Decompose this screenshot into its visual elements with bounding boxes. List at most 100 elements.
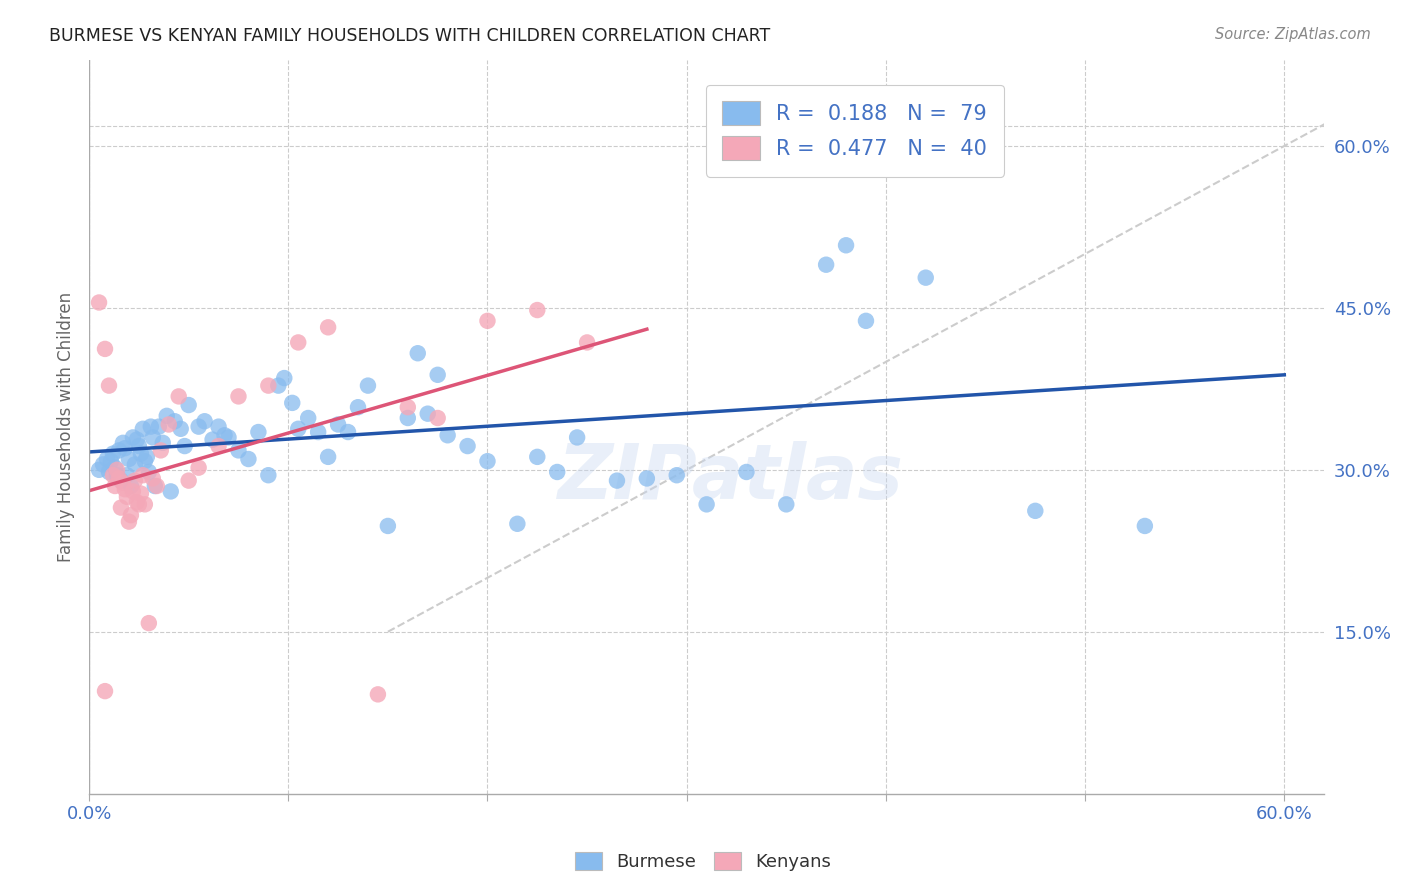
Point bbox=[110, 474, 132, 488]
Point bbox=[125, 495, 148, 509]
Point bbox=[187, 419, 209, 434]
Point bbox=[194, 414, 217, 428]
Point bbox=[426, 411, 449, 425]
Point bbox=[139, 419, 162, 434]
Point bbox=[506, 516, 529, 531]
Point bbox=[108, 443, 131, 458]
Point bbox=[156, 409, 179, 423]
Point bbox=[173, 439, 195, 453]
Point bbox=[201, 433, 224, 447]
Point bbox=[132, 468, 155, 483]
Point bbox=[118, 515, 141, 529]
Point bbox=[105, 463, 128, 477]
Point bbox=[108, 471, 131, 485]
Point bbox=[170, 422, 193, 436]
Point bbox=[477, 314, 499, 328]
Point bbox=[326, 417, 349, 432]
Point bbox=[396, 401, 419, 415]
Point bbox=[377, 519, 399, 533]
Point bbox=[104, 460, 127, 475]
Point bbox=[98, 465, 121, 479]
Point bbox=[177, 474, 200, 488]
Legend: R =  0.188   N =  79, R =  0.477   N =  40: R = 0.188 N = 79, R = 0.477 N = 40 bbox=[706, 85, 1004, 177]
Point bbox=[606, 474, 628, 488]
Text: Source: ZipAtlas.com: Source: ZipAtlas.com bbox=[1215, 27, 1371, 42]
Point bbox=[546, 465, 568, 479]
Point bbox=[228, 443, 250, 458]
Point bbox=[152, 435, 174, 450]
Point bbox=[114, 441, 136, 455]
Point bbox=[163, 414, 186, 428]
Point bbox=[187, 460, 209, 475]
Point bbox=[914, 270, 936, 285]
Point bbox=[214, 428, 236, 442]
Point bbox=[457, 439, 479, 453]
Point bbox=[576, 335, 599, 350]
Point bbox=[307, 425, 329, 439]
Point bbox=[87, 295, 110, 310]
Point bbox=[347, 401, 370, 415]
Point bbox=[120, 479, 142, 493]
Point bbox=[1024, 504, 1046, 518]
Point bbox=[115, 490, 138, 504]
Point bbox=[94, 342, 117, 356]
Point bbox=[91, 458, 114, 472]
Point bbox=[316, 320, 339, 334]
Point bbox=[146, 479, 169, 493]
Point bbox=[167, 389, 190, 403]
Point bbox=[665, 468, 688, 483]
Point bbox=[696, 497, 718, 511]
Point bbox=[273, 371, 295, 385]
Point bbox=[135, 450, 157, 464]
Point bbox=[426, 368, 449, 382]
Point bbox=[134, 497, 156, 511]
Point bbox=[122, 430, 145, 444]
Point bbox=[149, 443, 172, 458]
Point bbox=[316, 450, 339, 464]
Legend: Burmese, Kenyans: Burmese, Kenyans bbox=[568, 845, 838, 879]
Point bbox=[115, 468, 138, 483]
Point bbox=[129, 447, 152, 461]
Point bbox=[735, 465, 758, 479]
Point bbox=[281, 396, 304, 410]
Point bbox=[129, 486, 152, 500]
Point bbox=[124, 458, 146, 472]
Point bbox=[87, 463, 110, 477]
Point bbox=[477, 454, 499, 468]
Point bbox=[218, 430, 240, 444]
Point bbox=[228, 389, 250, 403]
Text: ZIPatlas: ZIPatlas bbox=[558, 441, 904, 515]
Point bbox=[118, 452, 141, 467]
Point bbox=[357, 378, 380, 392]
Point bbox=[835, 238, 858, 252]
Point bbox=[247, 425, 270, 439]
Point bbox=[114, 482, 136, 496]
Point bbox=[148, 419, 170, 434]
Point bbox=[122, 484, 145, 499]
Point bbox=[267, 378, 290, 392]
Text: BURMESE VS KENYAN FAMILY HOUSEHOLDS WITH CHILDREN CORRELATION CHART: BURMESE VS KENYAN FAMILY HOUSEHOLDS WITH… bbox=[49, 27, 770, 45]
Point bbox=[124, 474, 146, 488]
Point bbox=[138, 616, 160, 631]
Point bbox=[94, 684, 117, 698]
Point bbox=[207, 419, 229, 434]
Y-axis label: Family Households with Children: Family Households with Children bbox=[58, 292, 75, 562]
Point bbox=[142, 471, 165, 485]
Point bbox=[110, 500, 132, 515]
Point bbox=[396, 411, 419, 425]
Point bbox=[406, 346, 429, 360]
Point bbox=[157, 417, 180, 432]
Point bbox=[367, 687, 389, 701]
Point bbox=[128, 497, 150, 511]
Point bbox=[105, 468, 128, 483]
Point bbox=[128, 439, 150, 453]
Point bbox=[257, 378, 280, 392]
Point bbox=[815, 258, 838, 272]
Point bbox=[100, 454, 122, 468]
Point bbox=[855, 314, 877, 328]
Point bbox=[104, 479, 127, 493]
Point bbox=[565, 430, 588, 444]
Point bbox=[257, 468, 280, 483]
Point bbox=[775, 497, 797, 511]
Point bbox=[143, 479, 166, 493]
